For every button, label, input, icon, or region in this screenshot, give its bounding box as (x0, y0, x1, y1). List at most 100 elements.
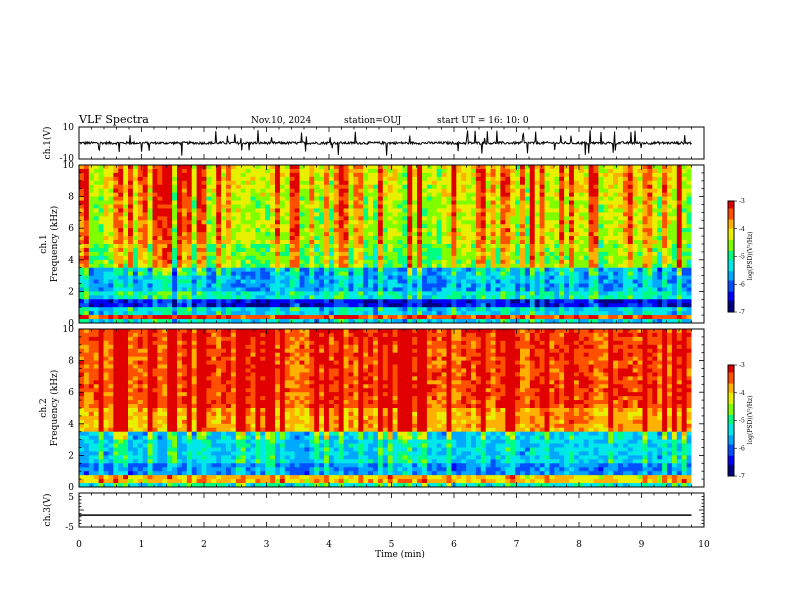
spectrogram-cell (186, 255, 193, 261)
spectrogram-cell (137, 291, 144, 296)
spectrogram-cell (583, 232, 589, 237)
spectrogram-cell (451, 311, 457, 316)
spectrogram-cell (186, 240, 193, 245)
spectrogram-cell (505, 232, 511, 237)
spectrogram-cell (627, 287, 634, 292)
spectrogram-cell (157, 259, 163, 265)
spectrogram-cell (289, 315, 295, 320)
spectrogram-cell (123, 196, 129, 201)
spectrogram-cell (529, 228, 536, 233)
spectrogram-cell (343, 232, 349, 237)
spectrogram-cell (216, 271, 222, 276)
spectrogram-cell (304, 251, 310, 257)
spectrogram-cell (480, 232, 487, 237)
spectrogram-cell (426, 200, 433, 205)
spectrogram-cell (412, 295, 418, 300)
spectrogram-cell (363, 176, 369, 182)
spectrogram-cell (128, 224, 134, 229)
spectrogram-cell (294, 184, 300, 190)
spectrogram-cell (461, 315, 467, 320)
spectrogram-cell (181, 165, 188, 170)
spectrogram-cell (230, 176, 237, 182)
spectrogram-cell (426, 303, 433, 308)
spectrogram-cell (250, 240, 256, 245)
spectrogram-cell (137, 176, 144, 182)
spectrogram-cell (79, 291, 85, 296)
spectrogram-cell (216, 192, 222, 197)
spectrogram-cell (279, 196, 286, 201)
spectrogram-cell (618, 275, 624, 280)
spectrogram-cell (368, 184, 374, 190)
spectrogram-cell (618, 212, 624, 217)
spectrogram-cell (618, 311, 624, 316)
spectrogram-cell (377, 192, 384, 197)
spectrogram-cell (294, 244, 300, 249)
spectrogram-cell (671, 208, 678, 213)
spectrogram-cell (407, 315, 413, 320)
spectrogram-cell (88, 244, 95, 249)
spectrogram-cell (284, 299, 291, 304)
spectrogram-cell (314, 267, 320, 273)
spectrogram-cell (593, 307, 599, 312)
spectrogram-cell (216, 287, 222, 292)
spectrogram-cell (671, 200, 678, 205)
spectrogram-cell (216, 291, 222, 296)
spectrogram-cell (123, 247, 129, 253)
spectrogram-cell (402, 255, 408, 261)
spectrogram-cell (539, 263, 545, 269)
spectrogram-cell (681, 208, 687, 213)
spectrogram-cell (681, 165, 687, 170)
spectrogram-cell (480, 307, 487, 312)
spectrogram-cell (235, 180, 242, 186)
spectrogram-cell (676, 228, 683, 233)
spectrogram-cell (613, 165, 619, 170)
spectrogram-cell (387, 220, 393, 225)
spectrogram-cell (373, 172, 379, 178)
spectrogram-cell (407, 188, 413, 194)
spectrogram-cell (524, 247, 531, 253)
spectrogram-cell (573, 303, 580, 308)
spectrogram-cell (235, 176, 242, 182)
spectrogram-cell (348, 271, 354, 276)
spectrogram-cell (294, 204, 300, 209)
spectrogram-cell (559, 255, 565, 261)
spectrogram-cell (113, 255, 119, 261)
spectrogram-cell (186, 216, 193, 221)
spectrogram-cell (544, 180, 550, 186)
spectrogram-cell (142, 184, 148, 190)
spectrogram-cell (98, 192, 104, 197)
spectrogram-cell (539, 232, 545, 237)
spectrogram-cell (466, 208, 472, 213)
spectrogram-cell (328, 180, 335, 186)
spectrogram-cell (132, 236, 139, 241)
spectrogram-cell (79, 295, 85, 300)
spectrogram-cell (162, 168, 168, 174)
spectrogram-cell (363, 255, 369, 261)
spectrogram-cell (377, 247, 384, 253)
spectrogram-cell (529, 279, 536, 284)
spectrogram-cell (113, 236, 119, 241)
spectrogram-cell (255, 251, 261, 257)
spectrogram-cell (172, 180, 178, 186)
spectrogram-cell (137, 236, 144, 241)
spectrogram-cell (461, 240, 467, 245)
spectrogram-cell (167, 279, 173, 284)
spectrogram-cell (397, 283, 403, 288)
spectrogram-cell (299, 299, 305, 304)
spectrogram-cell (338, 192, 344, 197)
spectrogram-cell (515, 295, 521, 300)
spectrogram-cell (466, 180, 472, 186)
spectrogram-cell (314, 236, 320, 241)
spectrogram-cell (260, 204, 266, 209)
spectrogram-cell (544, 247, 550, 253)
spectrogram-cell (338, 315, 344, 320)
spectrogram-cell (549, 275, 555, 280)
spectrogram-cell (255, 232, 261, 237)
spectrogram-cell (466, 279, 472, 284)
spectrogram-cell (524, 220, 531, 225)
spectrogram-cell (83, 240, 90, 245)
spectrogram-cell (201, 259, 207, 265)
spectrogram-cell (671, 307, 678, 312)
spectrogram-cell (510, 204, 516, 209)
spectrogram-cell (284, 295, 291, 300)
